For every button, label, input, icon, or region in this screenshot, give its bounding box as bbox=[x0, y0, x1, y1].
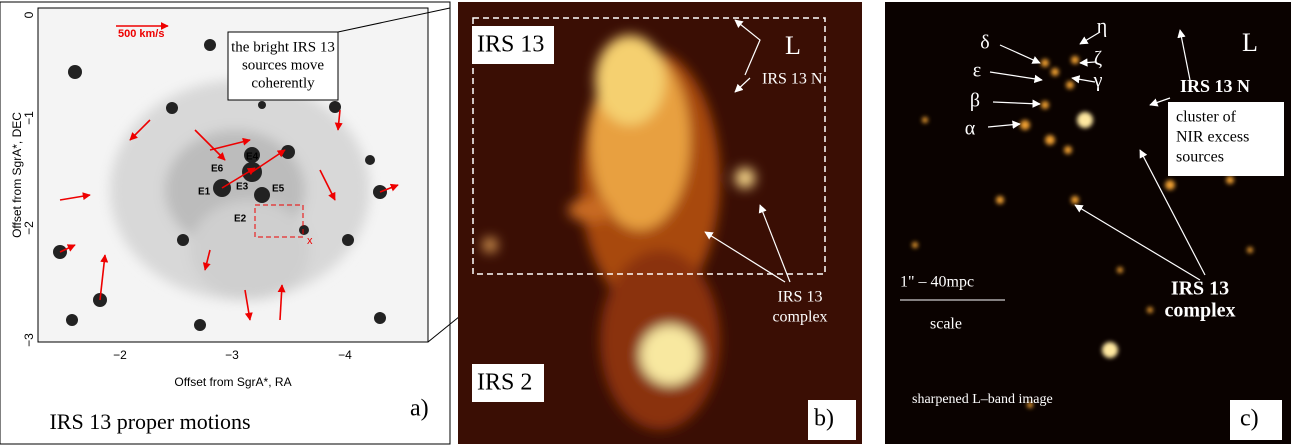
greek-label: β bbox=[970, 90, 980, 112]
source-label: E6 bbox=[211, 164, 224, 175]
x-tick-label: −2 bbox=[113, 348, 127, 362]
panel-label: c) bbox=[1240, 406, 1259, 432]
scale-word: scale bbox=[930, 316, 962, 333]
image-caption: sharpened L–band image bbox=[912, 392, 1053, 407]
y-axis-label: Offset from SgrA*, DEC bbox=[10, 112, 24, 238]
complex-label: IRS 13 bbox=[778, 289, 823, 306]
cluster-label: sources bbox=[1176, 149, 1224, 166]
greek-label: ζ bbox=[1094, 48, 1102, 70]
greek-label: α bbox=[965, 118, 976, 140]
complex-label: IRS 13 bbox=[1171, 278, 1229, 300]
y-tick-label: −1 bbox=[22, 111, 36, 125]
greek-label: ε bbox=[973, 60, 981, 82]
y-tick-label: −2 bbox=[22, 221, 36, 235]
region-label: IRS 13 bbox=[477, 32, 544, 58]
greek-label: γ bbox=[1093, 70, 1103, 92]
source-label: E3 bbox=[236, 182, 249, 193]
band-label: L bbox=[1242, 28, 1258, 57]
figure: −2 −3 −4 0 −1 −2 −3 Offset from SgrA*, RA Offset… bbox=[0, 0, 1291, 446]
caption: IRS 13 proper motions bbox=[49, 409, 250, 434]
callout-text: the bright IRS 13 bbox=[231, 39, 335, 55]
source-label: E4 bbox=[246, 152, 259, 163]
panel-label: b) bbox=[814, 406, 834, 432]
scale-label: 500 km/s bbox=[118, 28, 164, 40]
y-tick-label: −3 bbox=[22, 333, 36, 347]
complex-label: complex bbox=[1164, 300, 1235, 322]
callout-text: sources move bbox=[242, 57, 324, 73]
north-label: IRS 13 N bbox=[762, 71, 823, 88]
source-label: E1 bbox=[198, 187, 211, 198]
x-tick-label: −3 bbox=[225, 348, 239, 362]
complex-label: complex bbox=[772, 309, 827, 326]
greek-label: η bbox=[1097, 16, 1107, 38]
panel-c bbox=[885, 2, 1291, 444]
image-background bbox=[885, 2, 1291, 444]
panel-label: a) bbox=[410, 396, 429, 422]
cluster-label: cluster of bbox=[1176, 109, 1237, 126]
source-label: E5 bbox=[272, 184, 285, 195]
source-label: IRS 2 bbox=[477, 370, 532, 396]
scale-text: 1" – 40mpc bbox=[900, 274, 974, 291]
north-label: IRS 13 N bbox=[1180, 76, 1250, 96]
greek-label: δ bbox=[980, 32, 989, 54]
y-tick-label: 0 bbox=[22, 11, 36, 18]
band-label: L bbox=[785, 31, 801, 60]
callout-text: coherently bbox=[251, 75, 315, 91]
marker-label: x bbox=[307, 235, 313, 247]
cluster-label: NIR excess bbox=[1176, 129, 1249, 146]
source-label: E2 bbox=[234, 214, 247, 225]
x-axis-label: Offset from SgrA*, RA bbox=[174, 375, 291, 389]
x-tick-label: −4 bbox=[338, 348, 352, 362]
